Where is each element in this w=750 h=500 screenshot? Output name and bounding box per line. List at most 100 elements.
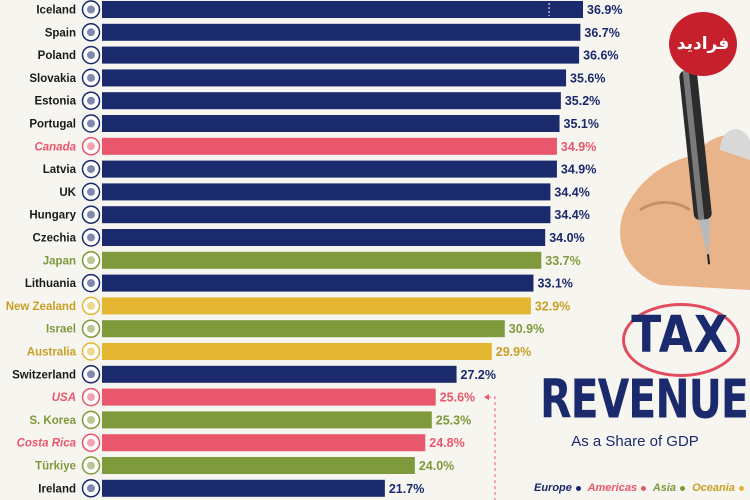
flag-center-new-zealand (87, 301, 95, 310)
flag-center-usa (87, 393, 95, 402)
bar-israel (102, 320, 505, 338)
logo-text: فرادید (676, 33, 730, 54)
bar-hungary (102, 206, 551, 224)
value-label-iceland: 36.9% (587, 3, 622, 17)
publisher-logo: فرادید (669, 12, 737, 76)
bar-portugal (102, 115, 560, 132)
flag-center-uk (87, 187, 95, 196)
flag-center-latvia (87, 165, 95, 174)
value-label-t-rkiye: 24.0% (419, 459, 454, 473)
flag-center-switzerland (87, 370, 95, 379)
country-label-spain: Spain (45, 27, 76, 39)
bar-costa-rica (102, 434, 426, 452)
country-label-portugal: Portugal (29, 119, 76, 131)
bar-lithuania (102, 274, 534, 292)
value-label-slovakia: 35.6% (570, 71, 605, 85)
flag-center-israel (87, 324, 95, 333)
bar-czechia (102, 229, 546, 246)
country-label-slovakia: Slovakia (29, 73, 76, 85)
flag-center-poland (87, 51, 95, 60)
usa-connector-line (488, 396, 496, 500)
value-label-czechia: 34.0% (549, 231, 584, 245)
value-label-lithuania: 33.1% (537, 277, 572, 291)
flag-center-t-rkiye (87, 461, 95, 470)
value-label-hungary: 34.4% (554, 208, 589, 222)
country-label-usa: USA (52, 392, 76, 404)
country-label-canada: Canada (34, 141, 76, 153)
flag-center-ireland (87, 484, 95, 493)
flag-center-spain (87, 28, 95, 37)
legend-europe: Europe (534, 482, 583, 494)
country-label-lithuania: Lithuania (25, 278, 77, 290)
tax-circle-ring (622, 303, 740, 377)
value-label-new-zealand: 32.9% (535, 299, 570, 313)
chart-subtitle: As a Share of GDP (571, 433, 699, 450)
flag-center-costa-rica (87, 438, 95, 447)
legend-oceania: Oceania (692, 482, 746, 494)
flag-center-lithuania (87, 279, 95, 288)
hand-with-pen-illustration (620, 70, 750, 290)
legend-americas: Americas (588, 482, 649, 494)
value-label-estonia: 35.2% (565, 94, 600, 108)
bar-uk (102, 183, 551, 201)
flag-center-s-korea (87, 415, 95, 424)
value-label-ireland: 21.7% (389, 482, 424, 496)
flag-center-japan (87, 256, 95, 265)
bar-usa (102, 388, 436, 406)
value-label-portugal: 35.1% (564, 117, 599, 131)
flag-center-hungary (87, 210, 95, 219)
country-label-estonia: Estonia (34, 96, 76, 108)
region-legend: Europe Americas Asia Oceania (534, 482, 750, 494)
flag-center-estonia (87, 96, 95, 105)
bar-canada (102, 137, 557, 155)
flag-center-canada (87, 142, 95, 151)
usa-connector-arrow (484, 394, 489, 401)
legend-asia: Asia (653, 482, 687, 494)
flag-center-slovakia (87, 73, 95, 82)
flag-center-czechia (87, 233, 95, 242)
bar-slovakia (102, 69, 567, 87)
country-label-t-rkiye: Türkiye (35, 461, 76, 473)
value-label-canada: 34.9% (561, 140, 596, 154)
value-label-latvia: 34.9% (561, 163, 596, 177)
value-label-poland: 36.6% (583, 49, 618, 63)
value-label-japan: 33.7% (545, 254, 580, 268)
country-label-ireland: Ireland (38, 483, 76, 495)
country-label-switzerland: Switzerland (12, 369, 76, 381)
bar-poland (102, 46, 580, 64)
value-label-switzerland: 27.2% (461, 368, 496, 382)
bar-japan (102, 251, 542, 269)
value-label-australia: 29.9% (496, 345, 531, 359)
bar-estonia (102, 92, 561, 110)
country-label-czechia: Czechia (33, 233, 77, 245)
bar-s-korea (102, 411, 432, 429)
country-label-uk: UK (59, 187, 76, 199)
bar-ireland (102, 479, 385, 497)
country-label-japan: Japan (43, 255, 76, 267)
title-line-1: TAX (631, 305, 729, 365)
country-label-costa-rica: Costa Rica (17, 438, 77, 450)
country-label-israel: Israel (46, 324, 76, 336)
country-label-hungary: Hungary (29, 210, 76, 222)
country-label-iceland: Iceland (36, 5, 76, 17)
bar-australia (102, 343, 492, 360)
country-label-poland: Poland (38, 50, 76, 62)
value-label-costa-rica: 24.8% (429, 436, 464, 450)
bar-t-rkiye (102, 457, 415, 474)
country-label-new-zealand: New Zealand (6, 301, 76, 313)
title-line-2: REVENUE (540, 368, 749, 431)
country-label-s-korea: S. Korea (29, 415, 76, 427)
country-label-latvia: Latvia (43, 164, 77, 176)
value-label-spain: 36.7% (584, 26, 619, 40)
flag-center-iceland (87, 5, 95, 14)
title-tax-block: TAX (620, 295, 740, 377)
value-label-usa: 25.6% (440, 391, 475, 405)
value-label-s-korea: 25.3% (436, 413, 471, 427)
bar-new-zealand (102, 297, 531, 315)
flag-center-australia (87, 347, 95, 356)
bar-switzerland (102, 365, 457, 383)
country-label-australia: Australia (27, 347, 77, 359)
value-label-israel: 30.9% (509, 322, 544, 336)
flag-center-portugal (87, 119, 95, 128)
